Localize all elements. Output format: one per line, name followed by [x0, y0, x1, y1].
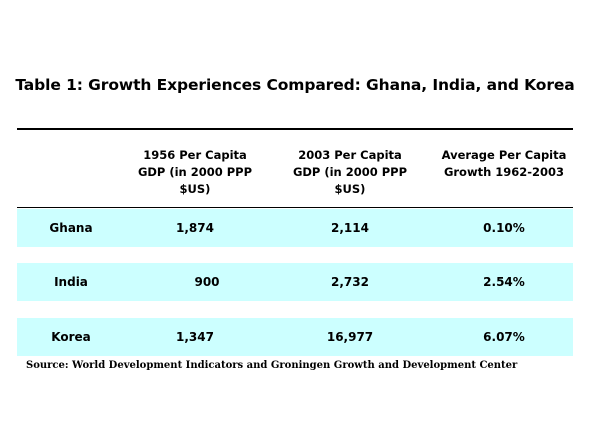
header-line: GDP (in 2000 PPP	[292, 165, 408, 179]
row-gdp-2003: 16,977	[326, 330, 374, 344]
table-title: Table 1: Growth Experiences Compared: Gh…	[15, 76, 575, 94]
row-growth: 6.07%	[483, 330, 525, 344]
header-line: $US)	[179, 182, 211, 196]
header-line: $US)	[334, 182, 366, 196]
row-gdp-2003: 2,114	[331, 221, 369, 235]
header-line: Growth 1962-2003	[443, 165, 565, 179]
row-country: India	[54, 275, 88, 289]
header-line: Average Per Capita	[441, 148, 567, 162]
header-bottom-rule	[17, 207, 573, 208]
header-gdp-2003: 2003 Per Capita GDP (in 2000 PPP $US)	[265, 147, 435, 198]
header-line: GDP (in 2000 PPP	[137, 165, 253, 179]
header-gdp-1956: 1956 Per Capita GDP (in 2000 PPP $US)	[125, 147, 265, 198]
row-gdp-1956: 1,874	[176, 221, 214, 235]
header-line: 1956 Per Capita	[143, 148, 247, 162]
header-line: 2003 Per Capita	[298, 148, 402, 162]
row-growth: 2.54%	[483, 275, 525, 289]
row-gdp-1956: 900	[194, 275, 220, 289]
source-note: Source: World Development Indicators and…	[26, 360, 518, 371]
table-top-rule	[17, 128, 573, 130]
row-gdp-2003: 2,732	[331, 275, 369, 289]
header-growth: Average Per Capita Growth 1962-2003	[435, 147, 573, 181]
row-growth: 0.10%	[483, 221, 525, 235]
table-row-korea: Korea 1,347 16,977 6.07%	[17, 318, 573, 356]
table-row-ghana: Ghana 1,874 2,114 0.10%	[17, 209, 573, 247]
row-country: Korea	[51, 330, 91, 344]
row-gdp-1956: 1,347	[176, 330, 214, 344]
row-country: Ghana	[49, 221, 93, 235]
table-row-india: India 900 2,732 2.54%	[17, 263, 573, 301]
